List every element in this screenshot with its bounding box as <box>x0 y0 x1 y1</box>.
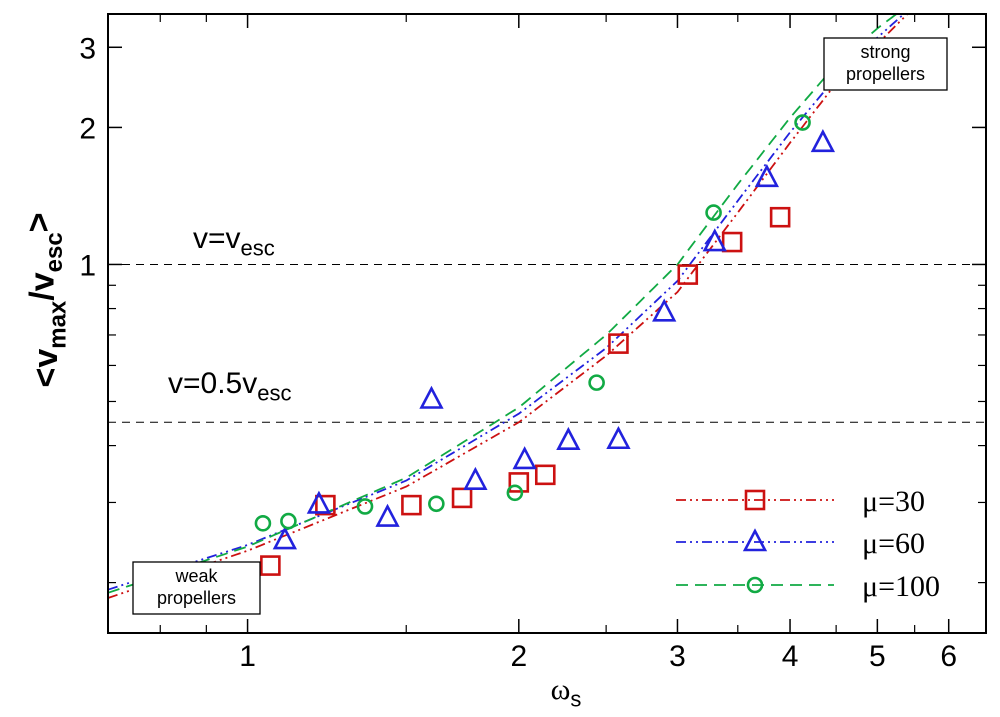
reference-label-0: v=vesc <box>193 222 275 261</box>
data-point-triangle-9 <box>702 228 727 252</box>
data-point-square-9 <box>769 206 791 228</box>
reference-label-1: v=0.5vesc <box>168 367 291 406</box>
annotation-text-1: weak <box>174 566 218 586</box>
y-tick-label-part: 1 <box>79 249 96 282</box>
data-point-triangle-5 <box>512 446 537 470</box>
reference-lines <box>108 263 986 423</box>
y-axis-label-part: <v <box>27 349 65 388</box>
data-point-circle-7 <box>794 114 811 131</box>
x-tick-label-part: 6 <box>940 640 957 673</box>
fit-curves <box>107 13 909 599</box>
annotation-text-0-part: propellers <box>846 64 925 84</box>
annotation-text-0-part: strong <box>860 42 910 62</box>
x-tick-label-part: 3 <box>669 640 686 673</box>
annotation-text-0: strong <box>860 42 910 62</box>
annotation-text-1-part: propellers <box>157 588 236 608</box>
y-tick-label: 2 <box>79 112 96 145</box>
data-point-square-3 <box>451 487 473 509</box>
data-point-triangle-3 <box>419 385 444 409</box>
data-markers <box>254 114 836 576</box>
reference-label-0-part: esc <box>241 236 275 261</box>
x-axis-label-part: ω <box>551 673 571 706</box>
x-tick-label: 6 <box>940 640 957 673</box>
y-axis-label-part: max <box>44 300 71 349</box>
annotation-text-0: propellers <box>846 64 925 84</box>
plot-frame <box>107 13 987 634</box>
data-point-triangle-11 <box>810 129 836 153</box>
fit-line-1 <box>107 13 905 591</box>
legend-label-1: μ=60 <box>862 527 925 560</box>
legend: μ=30 μ=60 μ=100 <box>676 485 940 603</box>
legend-marker-circle <box>746 576 764 594</box>
data-point-circle-5 <box>588 374 605 391</box>
annotation-text-1: propellers <box>157 588 236 608</box>
reference-label-1-part: v=0.5v <box>168 367 257 400</box>
data-point-square-5 <box>534 464 556 486</box>
legend-label-0-part: μ=30 <box>862 485 925 518</box>
fit-line-2 <box>107 13 898 594</box>
legend-label-0: μ=30 <box>862 485 925 518</box>
y-tick-label-part: 3 <box>79 32 96 65</box>
data-point-triangle-7 <box>606 425 631 450</box>
legend-marker-square <box>744 489 766 511</box>
data-point-circle-1 <box>280 512 297 530</box>
x-tick-label: 2 <box>510 640 527 673</box>
data-point-square-7 <box>677 264 699 285</box>
data-point-triangle-10 <box>754 164 780 188</box>
data-point-square-6 <box>608 333 629 354</box>
y-tick-label: 1 <box>79 249 96 282</box>
y-tick-label-part: 2 <box>79 112 96 145</box>
x-tick-label-part: 1 <box>239 640 256 673</box>
data-point-circle-0 <box>254 514 272 532</box>
data-point-circle-4 <box>506 484 524 502</box>
x-tick-label: 4 <box>782 640 799 673</box>
y-axis-label-part: esc <box>41 232 68 272</box>
axes <box>107 13 987 634</box>
data-point-circle-2 <box>356 498 374 515</box>
x-tick-label-part: 2 <box>510 640 527 673</box>
reference-label-1-part: esc <box>257 381 291 406</box>
legend-marker-triangle <box>742 528 768 552</box>
y-axis-label-part: > <box>20 212 58 232</box>
x-axis-label-part: s <box>570 687 581 712</box>
data-point-square-4 <box>508 472 530 493</box>
y-axis-label: <vmax/vesc> <box>20 212 71 387</box>
y-axis-label-part: /v <box>24 272 62 300</box>
data-point-circle-3 <box>428 495 445 513</box>
annotation-box-1 <box>132 561 261 615</box>
legend-label-1-part: μ=60 <box>862 527 925 560</box>
annotation-text-1-part: weak <box>174 566 218 586</box>
data-point-triangle-0 <box>272 526 298 550</box>
x-tick-label: 5 <box>869 640 886 673</box>
data-point-square-1 <box>315 494 336 516</box>
fit-line-0 <box>107 13 909 599</box>
x-axis-label: ωs <box>551 673 582 712</box>
data-point-square-0 <box>260 555 281 576</box>
x-tick-label-part: 4 <box>782 640 799 673</box>
data-point-triangle-8 <box>652 298 677 322</box>
data-point-triangle-6 <box>556 426 581 451</box>
annotation-box-0 <box>823 37 948 91</box>
x-tick-label: 3 <box>669 640 686 673</box>
data-point-square-2 <box>401 494 422 516</box>
reference-label-0-part: v=v <box>193 222 241 255</box>
data-point-circle-6 <box>705 204 722 221</box>
y-tick-label: 3 <box>79 32 96 65</box>
data-point-triangle-4 <box>463 466 488 490</box>
legend-label-2: μ=100 <box>862 570 940 603</box>
data-point-square-8 <box>721 231 743 253</box>
legend-label-2-part: μ=100 <box>862 570 940 603</box>
data-point-triangle-2 <box>375 503 400 527</box>
data-point-triangle-1 <box>306 490 332 514</box>
x-tick-label-part: 5 <box>869 640 886 673</box>
x-tick-label: 1 <box>239 640 256 673</box>
